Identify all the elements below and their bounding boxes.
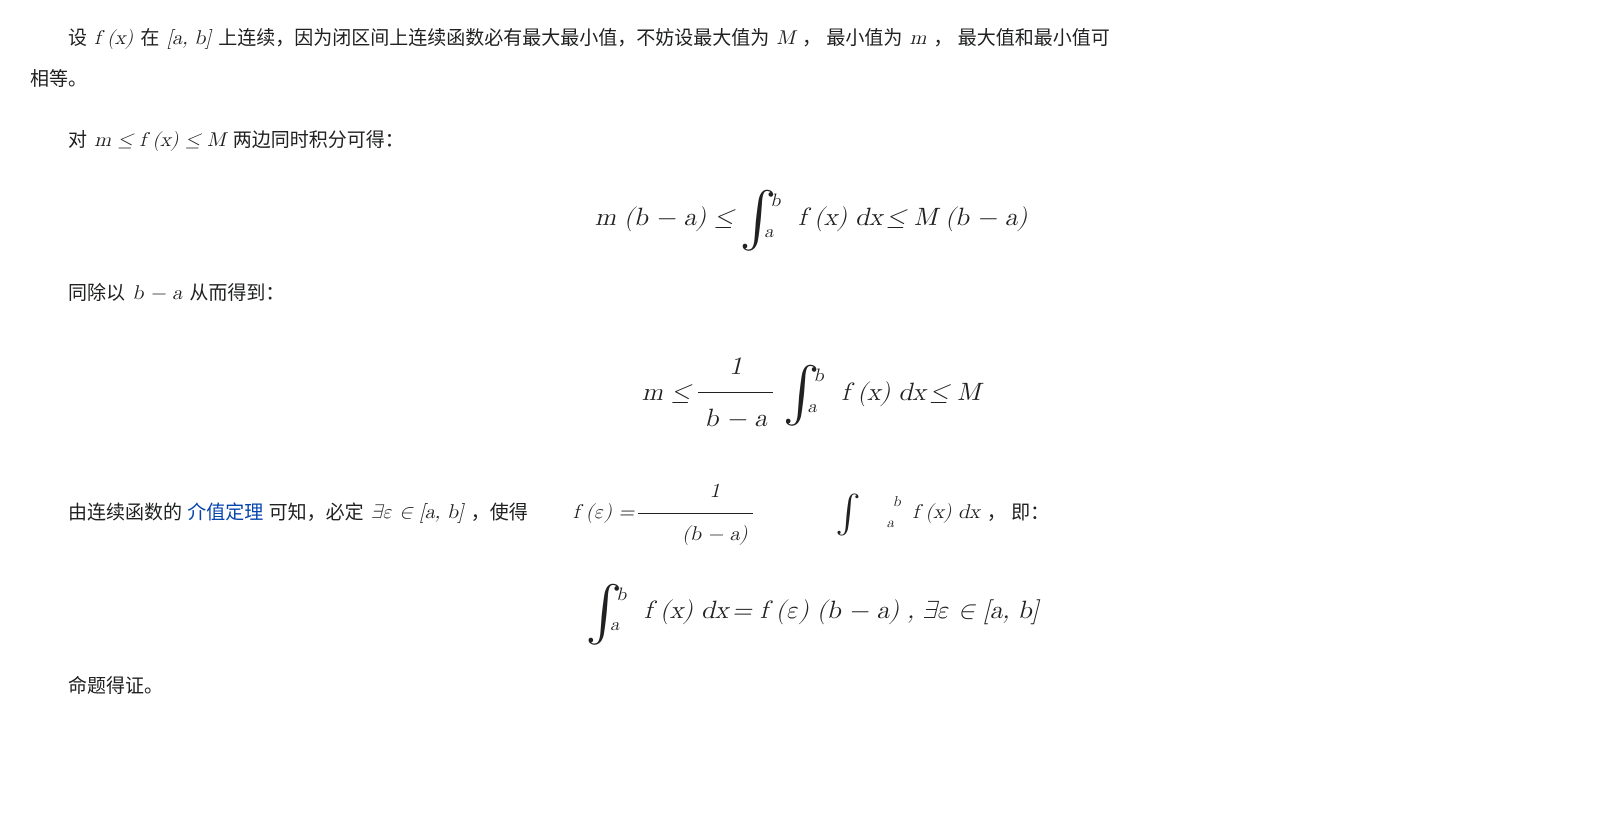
paragraph-4: 由连续函数的 介值定理 可知，必定 ∃ε ∈ [a, b] ，使得 f (ε) … — [30, 473, 1592, 554]
denominator: b − a — [698, 393, 772, 443]
paragraph-1-line1: 设 f (x) 在 [a, b] 上连续，因为闭区间上连续函数必有最大最小值，不… — [30, 20, 1592, 58]
eq3-rhs: = f (ε) (b − a) , ∃ε ∈ [a, b] — [732, 587, 1038, 635]
text: ，使得 — [471, 502, 533, 523]
text: 由连续函数的 — [68, 502, 182, 523]
intermediate-value-theorem-link[interactable]: 介值定理 — [187, 502, 263, 523]
int-upper: b — [813, 359, 823, 393]
eq1-lhs: m (b − a) ≤ — [595, 194, 734, 242]
integral-icon: ∫ b a — [740, 190, 777, 245]
denominator: (b − a) — [638, 514, 753, 554]
equation-1: m (b − a) ≤ ∫ b a f (x) dx ≤ M (b − a) — [30, 190, 1592, 245]
text: ， 最小值为 — [802, 28, 908, 49]
integral-icon: ∫ b a — [759, 494, 860, 533]
eq1-integrand: f (x) dx — [798, 194, 882, 242]
int-lower: a — [849, 509, 894, 536]
text: 两边同时积分可得： — [233, 130, 404, 151]
eq2-rhs: ≤ M — [929, 369, 980, 417]
math-small-m: m — [908, 28, 929, 48]
numerator: 1 — [638, 473, 753, 514]
text: 命题得证。 — [68, 676, 163, 697]
equation-2: m ≤ 1 b − a ∫ b a f (x) dx ≤ M — [30, 343, 1592, 443]
integral-icon: ∫ b a — [586, 584, 623, 639]
math-feps-eq: f (ε) = 1 (b − a) ∫ b a f (x) dx — [533, 473, 982, 554]
equation-3: ∫ b a f (x) dx = f (ε) (b − a) , ∃ε ∈ [a… — [30, 584, 1592, 639]
fraction: 1 (b − a) — [638, 473, 753, 554]
paragraph-3: 同除以 b − a 从而得到： — [30, 275, 1592, 313]
eq3-integrand: f (x) dx — [644, 587, 728, 635]
text: 在 — [140, 28, 164, 49]
text: 对 — [68, 130, 92, 151]
math-exists-eps: ∃ε ∈ [a, b] — [369, 502, 466, 522]
text: 可知，必定 — [269, 502, 369, 523]
math-inequality: m ≤ f (x) ≤ M — [92, 130, 227, 150]
math-fx: f (x) — [92, 28, 135, 48]
eq2-lhs: m ≤ — [642, 369, 691, 417]
eq1-rhs: ≤ M (b − a) — [886, 194, 1027, 242]
eq2-integrand: f (x) dx — [841, 369, 925, 417]
text: 从而得到： — [189, 283, 284, 304]
int-upper: b — [616, 578, 626, 612]
text: ， 最大值和最小值可 — [934, 28, 1110, 49]
int-lower: a — [610, 608, 619, 642]
numerator: 1 — [698, 343, 772, 394]
math-interval: [a, b] — [165, 28, 213, 48]
fraction: 1 b − a — [698, 343, 772, 443]
int-lower: a — [807, 390, 816, 424]
paragraph-2: 对 m ≤ f (x) ≤ M 两边同时积分可得： — [30, 122, 1592, 160]
text: ， 即： — [987, 502, 1049, 523]
text: 相等。 — [30, 69, 87, 90]
math-big-m: M — [774, 28, 796, 48]
feps-lhs: f (ε) = — [535, 494, 634, 532]
paragraph-1-line2: 相等。 — [30, 62, 1592, 98]
int-lower: a — [764, 215, 773, 249]
text: 同除以 — [68, 283, 130, 304]
math-bminusa: b − a — [130, 283, 184, 303]
int-upper: b — [770, 184, 780, 218]
integral-icon: ∫ b a — [783, 365, 820, 420]
text: 上连续，因为闭区间上连续函数必有最大最小值，不妨设最大值为 — [218, 28, 774, 49]
paragraph-5: 命题得证。 — [30, 669, 1592, 705]
text: 设 — [68, 28, 92, 49]
